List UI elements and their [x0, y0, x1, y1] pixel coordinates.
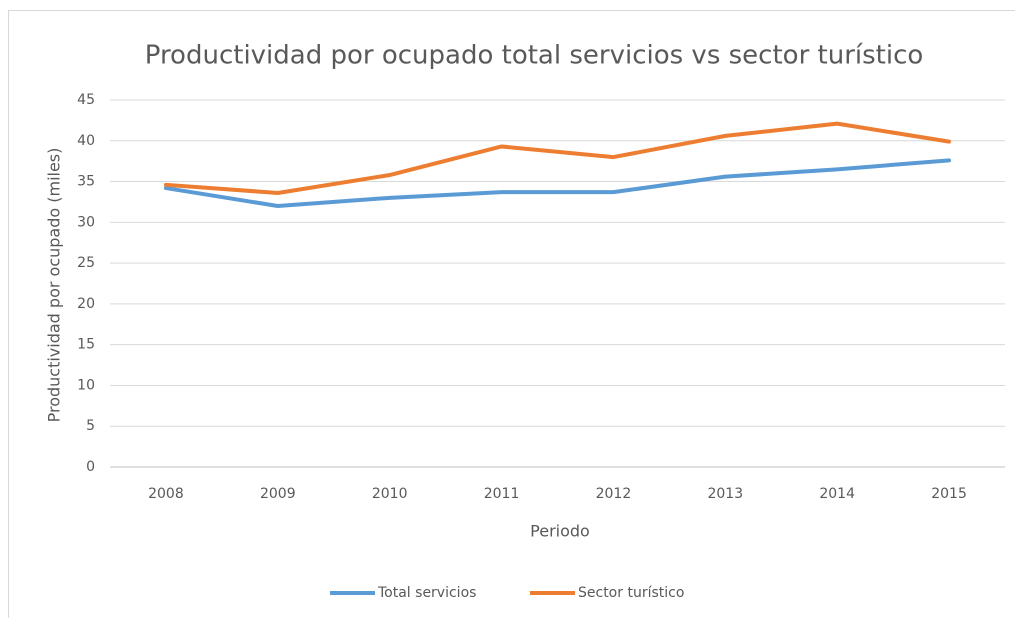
x-tick-label: 2013 [707, 486, 743, 502]
x-tick-label: 2008 [148, 486, 184, 502]
line-series [163, 121, 952, 195]
y-tick-label: 30 [77, 214, 95, 230]
x-tick-label: 2009 [260, 486, 296, 502]
y-tick-label: 25 [77, 255, 95, 271]
y-axis-label: Productividad por ocupado (miles) [45, 148, 64, 423]
chart-title: Productividad por ocupado total servicio… [145, 41, 924, 71]
y-tick-label: 45 [77, 92, 95, 108]
y-tick-label: 15 [77, 337, 95, 353]
legend-label: Total servicios [377, 585, 476, 601]
y-tick-label: 35 [77, 174, 95, 190]
y-tick-label: 10 [77, 377, 95, 393]
chart-border [8, 10, 1015, 618]
x-tick-label: 2012 [596, 486, 632, 502]
x-tick-label: 2011 [484, 486, 520, 502]
x-tick-label: 2010 [372, 486, 408, 502]
y-tick-label: 20 [77, 296, 95, 312]
y-tick-label: 5 [86, 418, 95, 434]
x-tick-label: 2015 [931, 486, 967, 502]
y-tick-label: 40 [77, 133, 95, 149]
line-series [163, 158, 952, 209]
legend-label: Sector turístico [578, 585, 684, 601]
y-tick-label: 0 [86, 459, 95, 475]
x-axis-label: Periodo [530, 522, 590, 541]
x-tick-label: 2014 [819, 486, 855, 502]
